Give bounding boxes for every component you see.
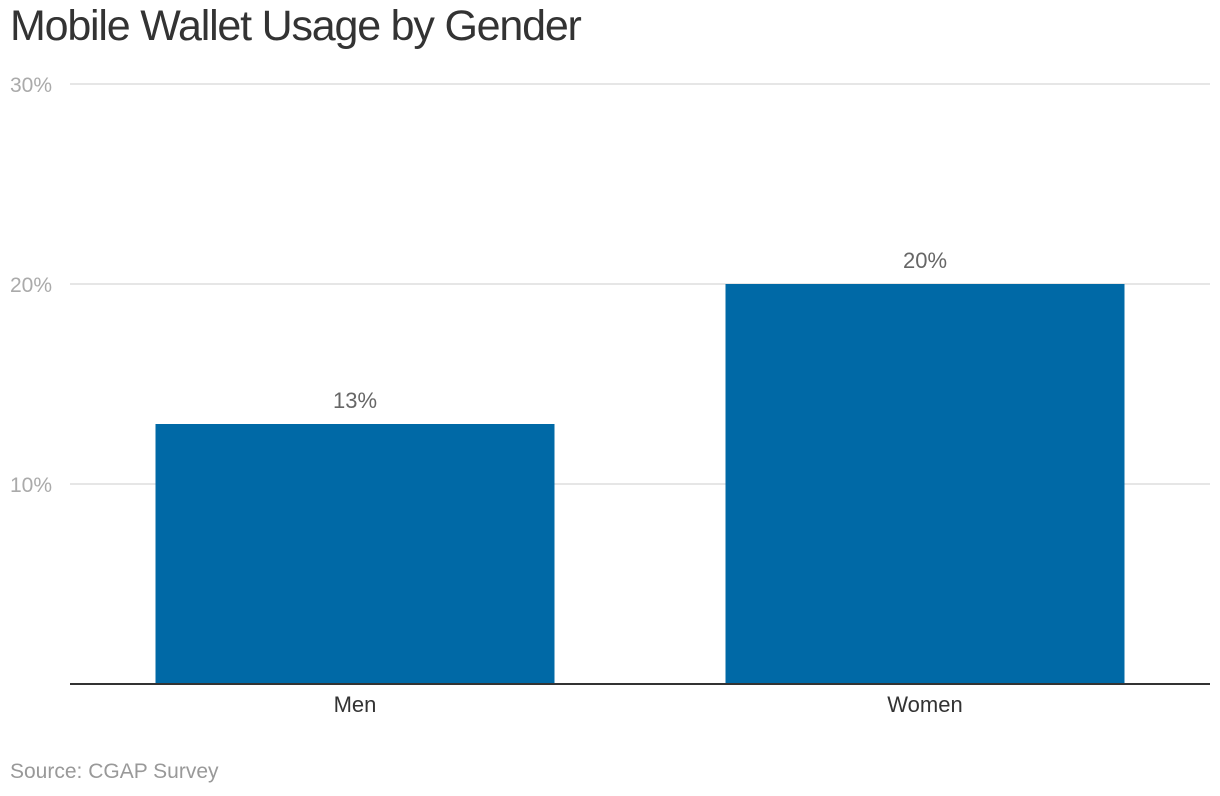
- y-tick-label: 10%: [10, 474, 52, 497]
- y-tick-label: 30%: [10, 74, 52, 97]
- bar-men: [155, 424, 555, 684]
- bar-women: [725, 284, 1125, 684]
- x-tick-label: Women: [887, 692, 962, 717]
- source-note: Source: CGAP Survey: [10, 760, 219, 783]
- labels: 10% 20% 30% 13% Men 20% Women: [10, 74, 963, 717]
- data-label: 13%: [333, 388, 377, 413]
- chart-title: Mobile Wallet Usage by Gender: [10, 2, 582, 50]
- y-tick-label: 20%: [10, 274, 52, 297]
- bars: [155, 284, 1125, 684]
- x-tick-label: Men: [334, 692, 377, 717]
- data-label: 20%: [903, 248, 947, 273]
